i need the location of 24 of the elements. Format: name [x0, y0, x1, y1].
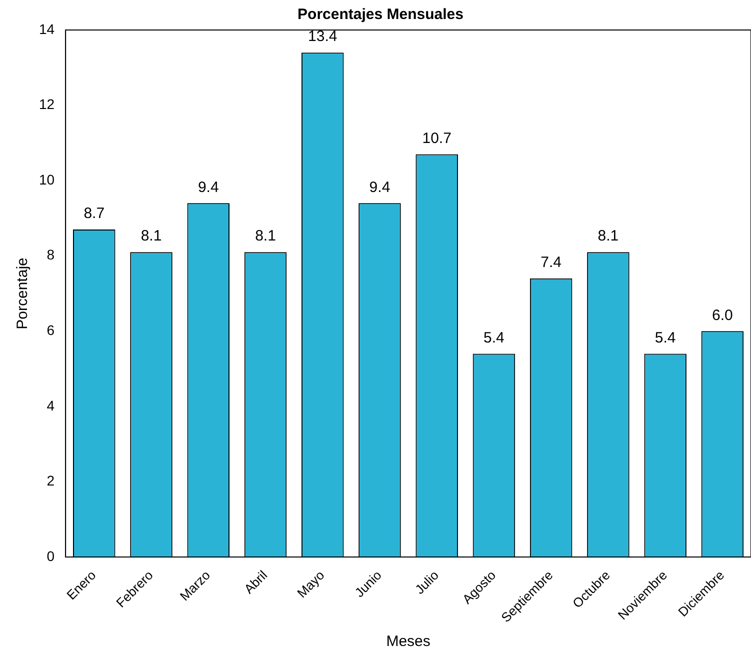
y-tick-label: 0 [46, 548, 55, 564]
y-tick-label: 2 [46, 472, 55, 489]
data-label: 7.4 [540, 254, 562, 272]
data-label: 8.7 [84, 205, 105, 222]
data-label: 9.4 [369, 178, 390, 196]
y-tick-label: 6 [46, 322, 55, 338]
y-tick-label: 14 [38, 20, 55, 37]
data-label: 8.1 [140, 228, 162, 245]
y-axis-title: Porcentaje [14, 258, 32, 330]
data-label: 5.4 [484, 329, 504, 346]
y-tick-label: 10 [38, 171, 55, 188]
data-label: 6.0 [712, 306, 733, 324]
x-tick-label: Julio [412, 568, 442, 598]
data-label: 10.7 [422, 130, 452, 147]
x-axis-title: Meses [386, 633, 430, 650]
data-label: 5.4 [654, 329, 676, 346]
data-label: 13.4 [308, 28, 338, 46]
chart-title: Porcentajes Mensuales [298, 6, 464, 24]
data-label: 9.4 [198, 178, 219, 196]
y-tick-label: 8 [46, 246, 55, 263]
y-tick-label: 12 [38, 96, 55, 112]
data-label: 8.1 [598, 228, 619, 245]
data-label: 8.1 [255, 228, 276, 245]
y-tick-label: 4 [46, 397, 55, 414]
